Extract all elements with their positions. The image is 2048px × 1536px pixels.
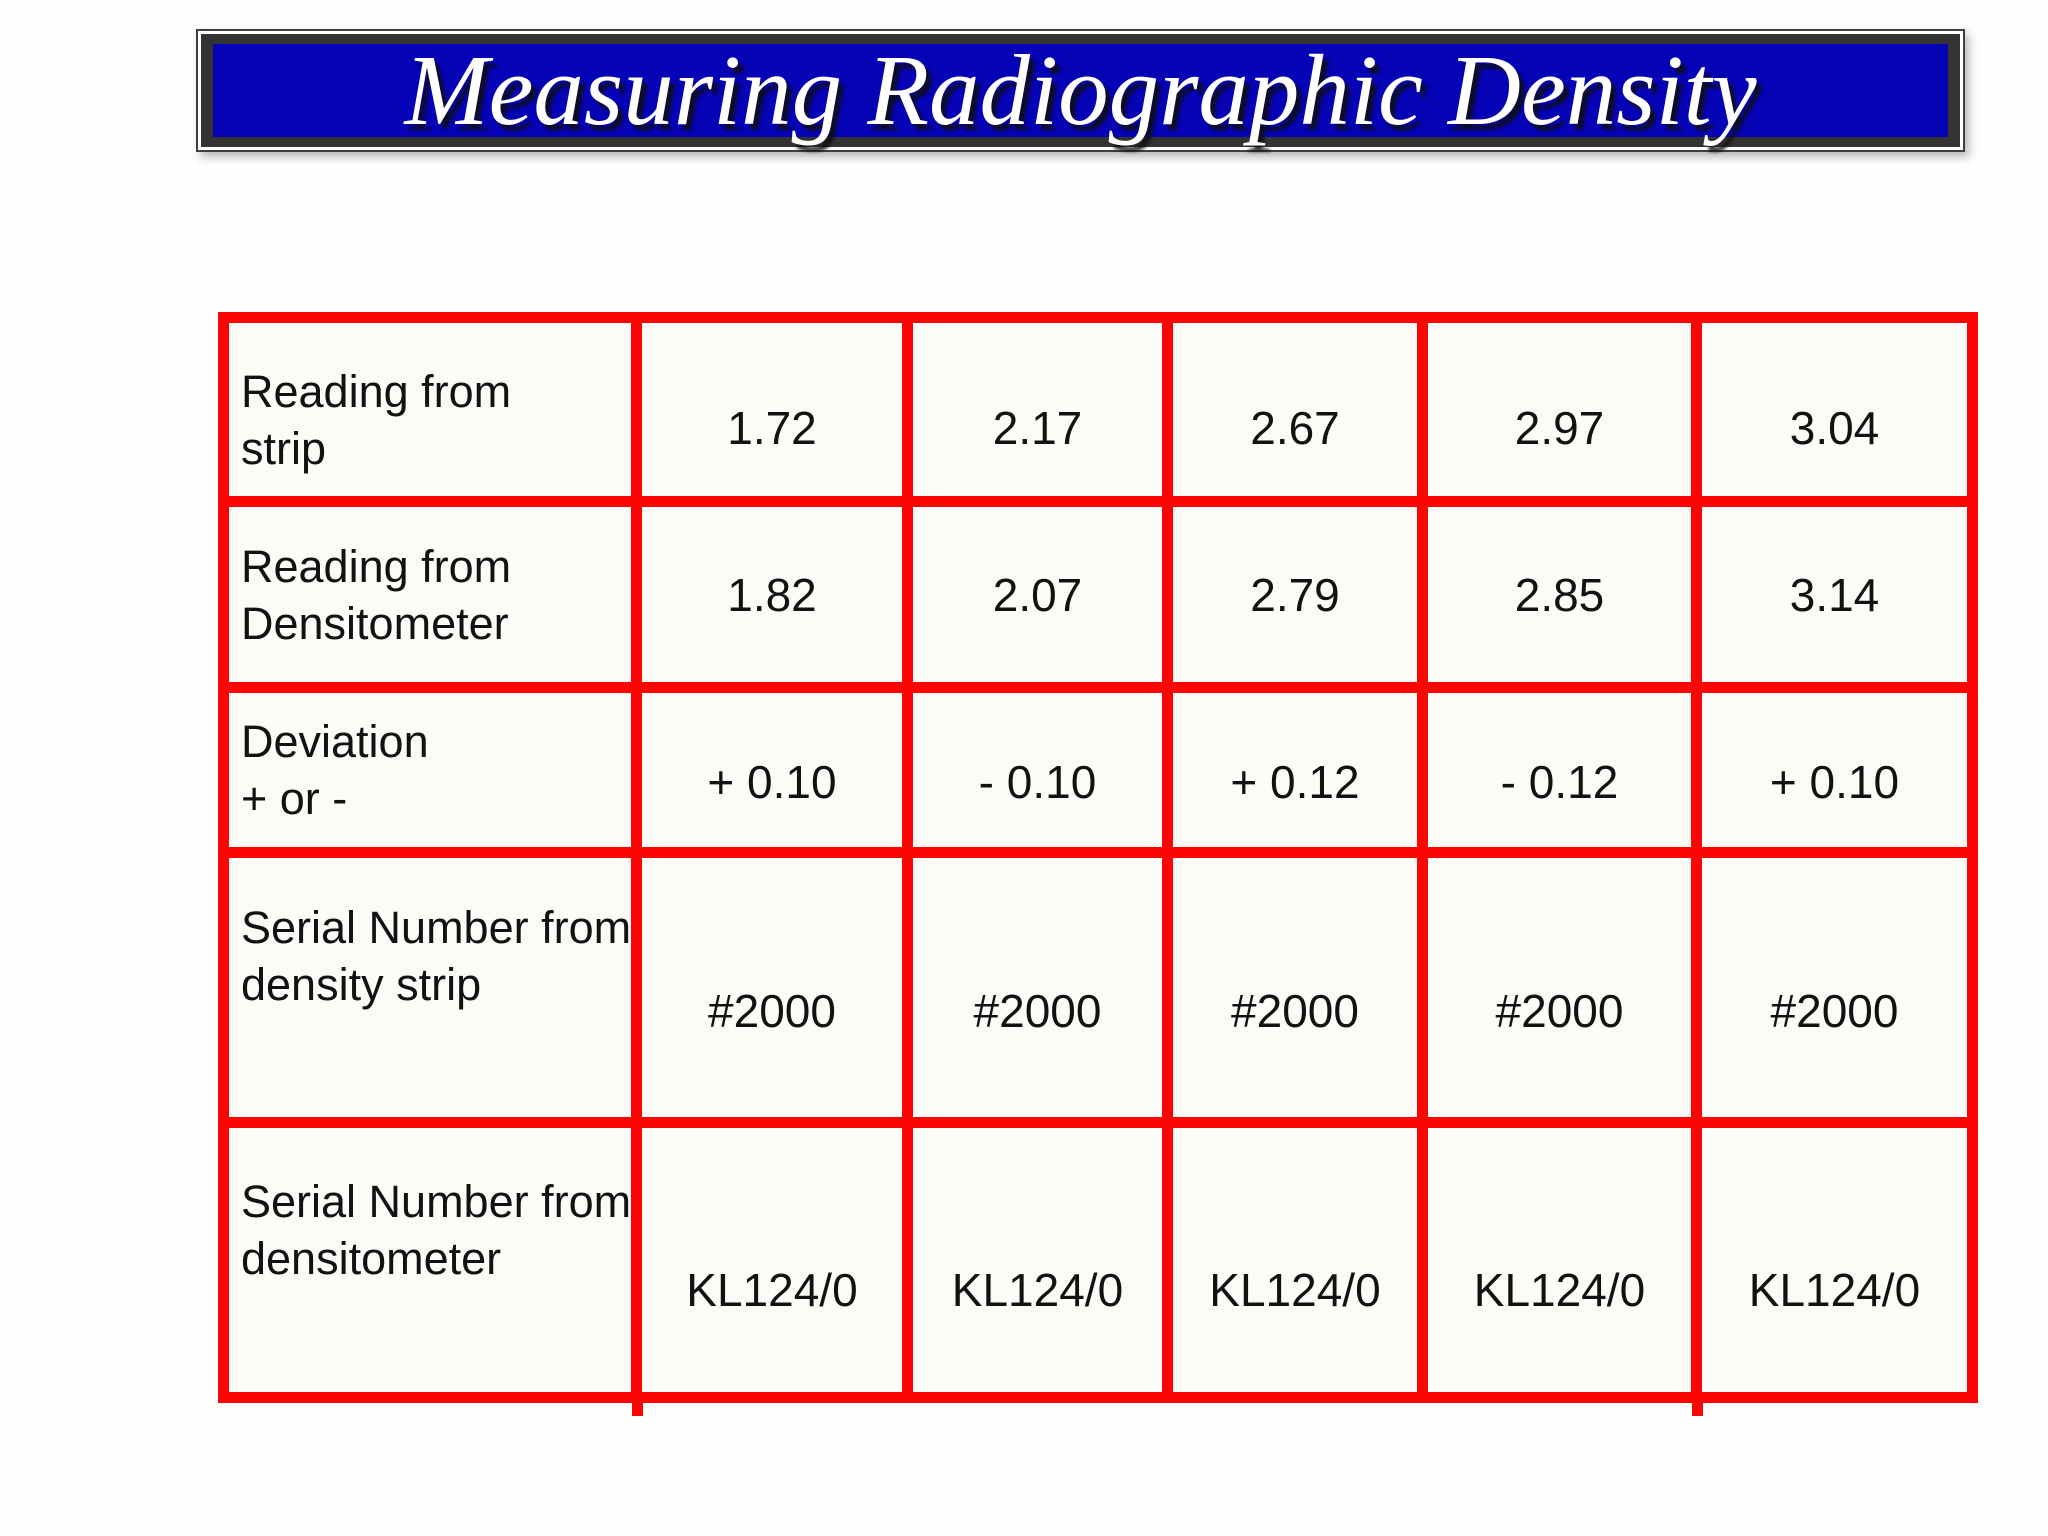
label-line: Reading from [241, 365, 512, 417]
row-label-serial-densitometer: Serial Number from densitometer [229, 1128, 631, 1392]
title-banner-fill: Measuring Radiographic Density [213, 34, 1948, 146]
cell-densitometer-reading-5: 3.14 [1702, 507, 1967, 682]
cell-strip-serial-3: #2000 [1173, 858, 1417, 1117]
cell-strip-serial-4: #2000 [1428, 858, 1691, 1117]
row-label-reading-from-densitometer: Reading from Densitometer [229, 507, 631, 682]
cell-strip-serial-2: #2000 [913, 858, 1162, 1117]
row-label-deviation: Deviation + or - [229, 693, 631, 847]
label-line: density strip [241, 958, 482, 1010]
row-label-serial-density-strip: Serial Number from density strip [229, 858, 631, 1117]
red-line-stub [632, 1401, 643, 1416]
cell-densitometer-serial-1: KL124/0 [642, 1128, 902, 1392]
label-line: Reading from [241, 540, 512, 592]
cell-deviation-5: + 0.10 [1702, 693, 1967, 847]
cell-densitometer-reading-3: 2.79 [1173, 507, 1417, 682]
density-readings-table: Reading from strip 1.72 2.17 2.67 2.97 3… [218, 312, 1978, 1403]
cell-densitometer-reading-4: 2.85 [1428, 507, 1691, 682]
cell-densitometer-reading-2: 2.07 [913, 507, 1162, 682]
label-line: Deviation [241, 716, 429, 767]
cell-densitometer-serial-4: KL124/0 [1428, 1128, 1691, 1392]
label-line: Serial Number from [241, 1176, 632, 1227]
cell-densitometer-serial-5: KL124/0 [1702, 1128, 1967, 1392]
slide-title: Measuring Radiographic Density [404, 34, 1757, 146]
cell-strip-reading-4: 2.97 [1428, 323, 1691, 496]
label-line: strip [241, 422, 327, 474]
cell-densitometer-serial-3: KL124/0 [1173, 1128, 1417, 1392]
label-line: Serial Number from [241, 901, 632, 953]
cell-deviation-1: + 0.10 [642, 693, 902, 847]
cell-deviation-4: - 0.12 [1428, 693, 1691, 847]
title-banner-frame: Measuring Radiographic Density [201, 34, 1960, 147]
cell-strip-reading-1: 1.72 [642, 323, 902, 496]
label-line: densitometer [241, 1233, 502, 1284]
cell-strip-reading-5: 3.04 [1702, 323, 1967, 496]
cell-strip-reading-3: 2.67 [1173, 323, 1417, 496]
cell-deviation-2: - 0.10 [913, 693, 1162, 847]
cell-strip-serial-5: #2000 [1702, 858, 1967, 1117]
cell-densitometer-reading-1: 1.82 [642, 507, 902, 682]
row-label-reading-from-strip: Reading from strip [229, 323, 631, 496]
title-banner: Measuring Radiographic Density [196, 29, 1965, 152]
cell-deviation-3: + 0.12 [1173, 693, 1417, 847]
red-line-stub [1692, 1401, 1703, 1416]
cell-strip-serial-1: #2000 [642, 858, 902, 1117]
cell-densitometer-serial-2: KL124/0 [913, 1128, 1162, 1392]
label-line: + or - [241, 773, 348, 824]
cell-strip-reading-2: 2.17 [913, 323, 1162, 496]
label-line: Densitometer [241, 597, 509, 649]
